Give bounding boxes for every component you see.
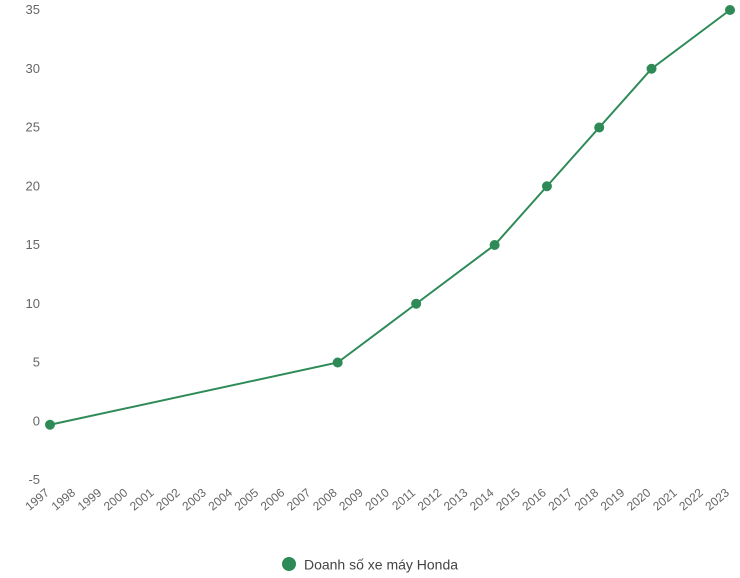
x-tick: 2020 [624, 485, 654, 513]
svg-text:2001: 2001 [127, 485, 157, 513]
line-chart: -5 0 5 10 15 20 25 30 35 199719981999200020012002… [0, 0, 740, 578]
svg-text:2004: 2004 [206, 485, 236, 513]
svg-text:1998: 1998 [49, 485, 79, 513]
svg-text:2014: 2014 [467, 485, 497, 513]
series-line [50, 10, 730, 425]
svg-text:-5: -5 [28, 472, 40, 487]
svg-text:2007: 2007 [284, 485, 314, 513]
x-tick: 2017 [546, 485, 576, 513]
y-tick: 15 [26, 237, 40, 252]
svg-text:1999: 1999 [75, 485, 105, 513]
legend-label: Doanh số xe máy Honda [304, 556, 458, 572]
x-tick: 2011 [389, 485, 418, 513]
svg-text:2008: 2008 [310, 485, 340, 513]
svg-text:2005: 2005 [232, 485, 262, 513]
data-point [647, 64, 657, 74]
data-point [411, 299, 421, 309]
svg-text:2020: 2020 [624, 485, 654, 513]
svg-text:2013: 2013 [441, 485, 471, 513]
x-tick: 2016 [519, 485, 549, 513]
x-tick: 2021 [650, 485, 680, 513]
x-tick: 2015 [493, 485, 523, 513]
svg-text:0: 0 [33, 413, 40, 428]
y-tick: 10 [26, 296, 40, 311]
x-tick: 2007 [284, 485, 314, 513]
x-tick: 2022 [676, 485, 706, 513]
data-point [594, 123, 604, 133]
svg-text:2006: 2006 [258, 485, 288, 513]
x-tick: 2006 [258, 485, 288, 513]
svg-text:20: 20 [26, 178, 40, 193]
svg-text:2002: 2002 [153, 485, 183, 513]
y-tick: 5 [33, 355, 40, 370]
data-point [490, 240, 500, 250]
svg-text:2003: 2003 [179, 485, 209, 513]
chart-svg: -5 0 5 10 15 20 25 30 35 199719981999200020012002… [0, 0, 740, 540]
svg-text:25: 25 [26, 120, 40, 135]
y-tick: 35 [26, 2, 40, 17]
svg-text:15: 15 [26, 237, 40, 252]
y-tick: 0 [33, 413, 40, 428]
svg-text:2017: 2017 [546, 485, 576, 513]
svg-text:10: 10 [26, 296, 40, 311]
x-tick: 2014 [467, 485, 497, 513]
svg-text:1997: 1997 [22, 485, 52, 513]
svg-text:2021: 2021 [650, 485, 680, 513]
x-tick: 2003 [179, 485, 209, 513]
x-tick: 2012 [415, 485, 445, 513]
svg-text:2000: 2000 [101, 485, 131, 513]
x-tick: 2013 [441, 485, 471, 513]
svg-text:5: 5 [33, 355, 40, 370]
y-tick: -5 [28, 472, 40, 487]
x-tick: 1999 [75, 485, 105, 513]
x-tick: 1998 [49, 485, 79, 513]
x-tick: 2010 [362, 485, 392, 513]
legend: Doanh số xe máy Honda [0, 555, 740, 572]
svg-text:2012: 2012 [415, 485, 445, 513]
svg-text:2019: 2019 [598, 485, 628, 513]
svg-text:2023: 2023 [702, 485, 732, 513]
x-tick: 2004 [206, 485, 236, 513]
data-point [45, 420, 55, 430]
x-tick: 2002 [153, 485, 183, 513]
y-tick: 20 [26, 178, 40, 193]
svg-text:2009: 2009 [336, 485, 366, 513]
x-tick: 2009 [336, 485, 366, 513]
svg-text:30: 30 [26, 61, 40, 76]
x-tick: 1997 [22, 485, 52, 513]
svg-text:2011: 2011 [389, 485, 418, 513]
x-tick: 2018 [572, 485, 602, 513]
legend-marker [282, 557, 296, 571]
data-point [333, 358, 343, 368]
x-tick: 2008 [310, 485, 340, 513]
svg-text:2015: 2015 [493, 485, 523, 513]
data-point [725, 5, 735, 15]
x-tick: 2001 [127, 485, 157, 513]
svg-text:2022: 2022 [676, 485, 706, 513]
x-tick: 2000 [101, 485, 131, 513]
svg-text:2016: 2016 [519, 485, 549, 513]
x-tick: 2005 [232, 485, 262, 513]
y-tick: 25 [26, 120, 40, 135]
data-point [542, 181, 552, 191]
svg-text:35: 35 [26, 2, 40, 17]
x-tick: 2023 [702, 485, 732, 513]
svg-text:2010: 2010 [362, 485, 392, 513]
svg-text:2018: 2018 [572, 485, 602, 513]
x-tick: 2019 [598, 485, 628, 513]
y-tick: 30 [26, 61, 40, 76]
